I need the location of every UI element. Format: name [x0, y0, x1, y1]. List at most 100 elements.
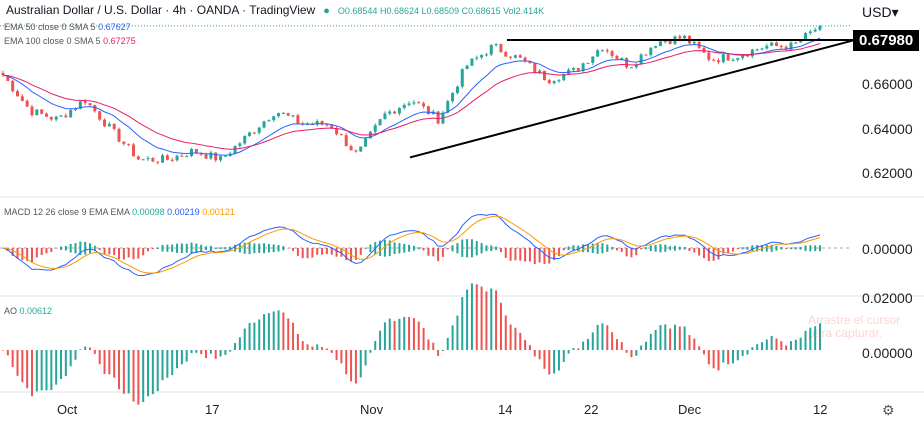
ao-bar: [582, 341, 585, 350]
macd-histogram-bar: [79, 241, 82, 255]
ao-bar: [509, 324, 512, 350]
ao-bar: [659, 325, 662, 350]
candle-body: [214, 152, 218, 161]
settings-gear-icon[interactable]: ⚙: [882, 402, 895, 418]
ao-bar: [354, 350, 357, 384]
ao-bar: [50, 350, 53, 391]
ao-bar: [122, 350, 125, 394]
macd-histogram-bar: [596, 242, 599, 254]
price-tick: 0.62000: [862, 165, 913, 181]
macd-histogram-bar: [427, 248, 430, 256]
macd-histogram-bar: [601, 243, 604, 254]
candle-body: [161, 155, 165, 163]
macd-histogram-bar: [499, 248, 502, 253]
ao-bar: [11, 350, 14, 368]
ao-bar: [369, 350, 372, 353]
macd-histogram-bar: [557, 248, 560, 257]
candle-body: [64, 115, 68, 118]
candle-body: [248, 132, 252, 136]
candle-body: [610, 51, 614, 56]
macd-histogram-bar: [789, 247, 792, 250]
ao-bar: [137, 350, 140, 405]
ao-bar: [470, 283, 473, 350]
candle-body: [721, 54, 725, 63]
macd-histogram-bar: [727, 248, 730, 253]
macd-histogram-bar: [794, 247, 797, 250]
candle-body: [98, 111, 102, 120]
macd-histogram-bar: [553, 248, 556, 261]
macd-histogram-bar: [756, 244, 759, 252]
ao-bar: [151, 350, 154, 395]
ema50-legend[interactable]: EMA 50 close 0 SMA 5 0.67627: [4, 22, 131, 32]
macd-histogram-bar: [147, 248, 150, 252]
ao-bar: [683, 326, 686, 350]
ao-bar: [306, 344, 309, 350]
macd-histogram-bar: [572, 245, 575, 252]
ao-bar: [292, 322, 295, 350]
ao-bar: [485, 291, 488, 350]
candle-body: [741, 55, 745, 58]
candle-body: [20, 96, 24, 101]
macd-histogram-bar: [466, 239, 469, 258]
ao-bar: [625, 350, 628, 353]
macd-histogram-bar: [519, 248, 522, 261]
candle-body: [378, 119, 382, 126]
time-tick: 17: [205, 402, 220, 417]
candle-body: [175, 155, 179, 161]
ohlc-open: O0.68544: [337, 6, 378, 16]
macd-histogram-bar: [142, 248, 145, 256]
ao-bar: [446, 337, 449, 350]
ao-bar: [427, 339, 430, 350]
macd-histogram-bar: [736, 248, 739, 250]
ao-bar: [35, 350, 38, 392]
macd-histogram-bar: [504, 248, 507, 258]
candle-body: [417, 102, 421, 104]
ema100-legend[interactable]: EMA 100 close 0 SMA 5 0.67275: [4, 36, 136, 46]
candle-body: [165, 155, 169, 160]
ao-bar: [127, 350, 130, 394]
ao-bar: [64, 350, 67, 377]
candle-body: [40, 109, 44, 114]
macd-histogram-bar: [190, 242, 193, 254]
candle-body: [349, 146, 353, 151]
candle-body: [122, 141, 126, 144]
candle-body: [538, 70, 542, 73]
candle-body: [132, 144, 136, 157]
macd-legend[interactable]: MACD 12 26 close 9 EMA EMA 0.00098 0.002…: [4, 207, 235, 217]
ao-bar: [673, 324, 676, 350]
candle-body: [388, 111, 392, 114]
currency-selector[interactable]: USD▾: [862, 4, 899, 20]
macd-histogram-bar: [195, 243, 198, 253]
candle-body: [397, 108, 401, 114]
macd-histogram-bar: [31, 248, 34, 263]
macd-histogram-bar: [393, 242, 396, 255]
candle-body: [644, 54, 648, 56]
macd-histogram-bar: [746, 246, 749, 250]
candle-body: [605, 50, 609, 52]
ao-tick: 0.02000: [862, 290, 913, 306]
macd-histogram-bar: [93, 245, 96, 251]
ao-bar: [741, 350, 744, 356]
ao-bar: [161, 350, 164, 381]
ao-bar: [451, 325, 454, 350]
ao-bar: [166, 350, 169, 378]
ao-bar: [765, 339, 768, 350]
ao-legend[interactable]: AO 0.00612: [4, 306, 53, 316]
candle-body: [426, 106, 430, 115]
ao-bar: [69, 350, 72, 367]
candle-body: [803, 33, 807, 41]
ao-bar: [794, 339, 797, 350]
macd-histogram-bar: [533, 248, 536, 265]
candle-body: [736, 57, 740, 60]
ao-bar: [630, 350, 633, 358]
macd-histogram-bar: [11, 248, 14, 256]
ao-bar: [209, 350, 212, 354]
ao-bar: [678, 326, 681, 350]
macd-histogram-bar: [354, 248, 357, 260]
ao-bar: [528, 345, 531, 350]
candle-body: [112, 123, 116, 129]
ao-bar: [403, 317, 406, 350]
macd-histogram-bar: [60, 246, 63, 250]
